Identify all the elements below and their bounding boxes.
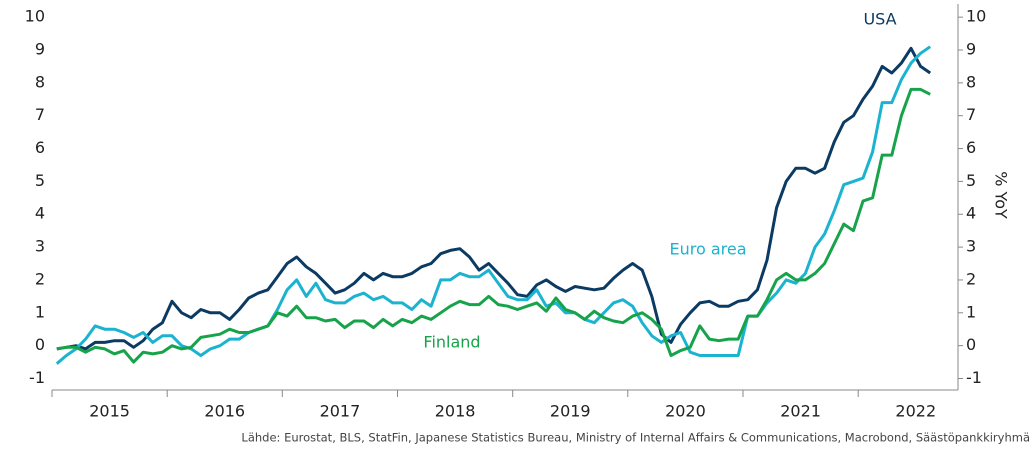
y-tick-label: 7 [35, 105, 45, 124]
x-tick-label: 2015 [89, 402, 130, 421]
y-tick-label: 3 [35, 237, 45, 256]
y-tick-label: 5 [35, 171, 45, 190]
y2-tick-label: 10 [966, 7, 986, 26]
y2-tick-label: 5 [966, 171, 976, 190]
y-tick-label: 8 [35, 72, 45, 91]
y2-tick-label: 0 [966, 335, 976, 354]
y2-tick-label: 3 [966, 237, 976, 256]
y-tick-label: 1 [35, 302, 45, 321]
x-tick-label: 2018 [435, 402, 476, 421]
y-tick-label: 0 [35, 335, 45, 354]
y-tick-label: 9 [35, 39, 45, 58]
series-line [56, 87, 931, 364]
y2-tick-label: 6 [966, 138, 976, 157]
x-tick-label: 2017 [320, 402, 361, 421]
y2-tick-label: 2 [966, 269, 976, 288]
series-line [55, 45, 932, 365]
y-tick-label: -1 [29, 368, 45, 387]
x-tick-label: 2020 [665, 402, 706, 421]
y-tick-label: 10 [25, 7, 45, 26]
x-tick-label: 2021 [780, 402, 821, 421]
y2-tick-label: 4 [966, 204, 976, 223]
series-label: Finland [423, 333, 480, 352]
y2-axis-title: % YoY [992, 171, 1011, 219]
x-tick-label: 2022 [895, 402, 936, 421]
series-label: Euro area [669, 240, 746, 259]
series-line [56, 46, 932, 351]
y2-tick-label: 8 [966, 72, 976, 91]
y2-tick-label: -1 [966, 368, 982, 387]
source-note: Lähde: Eurostat, BLS, StatFin, Japanese … [241, 431, 1030, 445]
y2-tick-label: 7 [966, 105, 976, 124]
y-tick-label: 4 [35, 204, 45, 223]
y2-tick-label: 9 [966, 39, 976, 58]
y-tick-label: 6 [35, 138, 45, 157]
series-label: USA [863, 10, 896, 29]
x-tick-label: 2019 [550, 402, 591, 421]
x-tick-label: 2016 [204, 402, 245, 421]
y2-tick-label: 1 [966, 302, 976, 321]
y-tick-label: 2 [35, 269, 45, 288]
